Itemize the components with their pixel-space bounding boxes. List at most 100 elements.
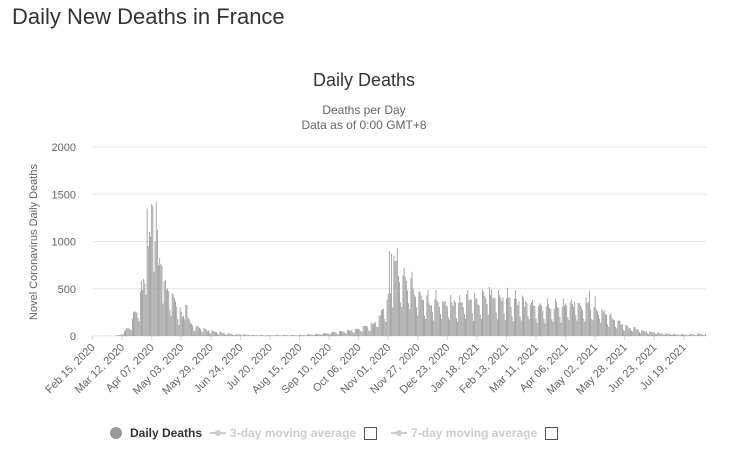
- bar: [347, 329, 349, 336]
- bar: [338, 330, 340, 336]
- bar: [224, 333, 225, 336]
- bar: [335, 332, 337, 336]
- bar: [458, 302, 460, 336]
- bar: [394, 260, 396, 336]
- bar: [357, 328, 358, 336]
- bar: [322, 333, 324, 336]
- bar: [531, 302, 532, 336]
- bar: [590, 309, 592, 336]
- bar: [610, 313, 612, 336]
- bar: [234, 335, 236, 336]
- bar: [293, 334, 295, 336]
- bar: [450, 295, 452, 336]
- bar: [492, 298, 494, 336]
- bar: [243, 334, 245, 336]
- bar: [310, 334, 312, 336]
- bar: [154, 241, 156, 336]
- bar: [355, 328, 357, 336]
- bar: [438, 306, 440, 336]
- bar: [657, 332, 659, 336]
- bar: [601, 309, 603, 336]
- legend-item-7-day-average[interactable]: 7-day moving average: [391, 426, 537, 440]
- bar: [359, 329, 361, 336]
- bar: [285, 335, 287, 336]
- bar: [626, 324, 628, 336]
- bar: [127, 328, 129, 336]
- bar: [585, 297, 587, 336]
- bar: [535, 318, 537, 336]
- bar: [518, 301, 520, 336]
- bar: [185, 304, 187, 336]
- bar: [445, 305, 447, 336]
- bar: [510, 306, 512, 336]
- bar: [523, 297, 524, 336]
- bar: [301, 335, 303, 336]
- bar: [156, 229, 158, 336]
- bar: [379, 315, 381, 336]
- legend-label-7-day-average: 7-day moving average: [411, 426, 538, 440]
- bar: [654, 334, 656, 336]
- bar: [286, 335, 288, 336]
- bar: [705, 334, 706, 336]
- bar: [693, 334, 695, 336]
- bar: [546, 298, 548, 336]
- bar: [615, 326, 617, 336]
- bar: [317, 334, 319, 336]
- bar: [513, 298, 515, 336]
- bar: [294, 335, 296, 336]
- bar: [186, 304, 188, 336]
- bar: [196, 325, 198, 336]
- bar: [429, 305, 431, 336]
- bar: [382, 309, 383, 336]
- bar: [270, 335, 272, 336]
- bar: [174, 297, 175, 336]
- bar: [119, 334, 121, 336]
- bar: [479, 314, 481, 336]
- checkbox-7-day-average[interactable]: [545, 426, 559, 440]
- bar: [412, 288, 414, 336]
- bar: [141, 280, 142, 336]
- bar: [548, 304, 549, 336]
- bar: [490, 295, 491, 336]
- bar: [137, 317, 139, 336]
- bar: [254, 335, 256, 336]
- bar: [139, 291, 141, 336]
- checkbox-3-day-average[interactable]: [364, 426, 378, 440]
- bar: [645, 331, 647, 336]
- bar: [233, 335, 234, 336]
- bar: [589, 290, 590, 336]
- bar: [239, 334, 241, 336]
- bar: [291, 335, 292, 336]
- bar: [155, 201, 157, 336]
- legend-item-3-day-average[interactable]: 3-day moving average: [210, 426, 356, 440]
- bar: [181, 316, 183, 336]
- bar: [666, 333, 668, 336]
- bar: [350, 330, 352, 336]
- bar: [296, 335, 298, 336]
- bar: [488, 286, 490, 336]
- bar: [334, 332, 336, 336]
- bar: [552, 321, 554, 336]
- bar: [216, 331, 217, 336]
- bar: [433, 320, 435, 336]
- circle-marker-icon: [110, 427, 122, 439]
- bar: [574, 301, 576, 336]
- legend-item-daily-deaths[interactable]: Daily Deaths: [110, 426, 202, 440]
- bar: [596, 311, 598, 336]
- bar: [639, 332, 640, 336]
- bar: [427, 290, 429, 336]
- bar: [623, 330, 624, 336]
- bar: [219, 331, 221, 336]
- y-tick-label: 500: [58, 284, 76, 296]
- bar: [603, 310, 605, 336]
- bar: [676, 334, 678, 336]
- bar: [340, 331, 341, 336]
- bar: [319, 334, 321, 336]
- bar: [161, 266, 163, 336]
- bar: [153, 271, 155, 336]
- bar: [336, 333, 338, 336]
- y-tick-label: 1500: [52, 189, 76, 201]
- bar: [659, 333, 661, 336]
- bar: [309, 334, 311, 336]
- bar: [559, 316, 561, 336]
